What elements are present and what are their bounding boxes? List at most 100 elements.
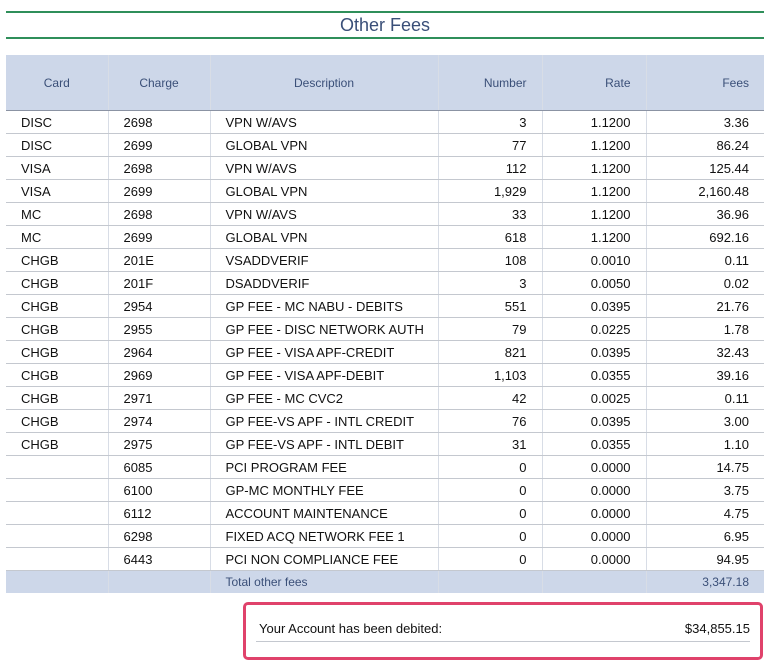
table-row: 6443 PCI NON COMPLIANCE FEE 0 0.0000 94.95 <box>6 547 764 571</box>
cell-card: CHGB <box>6 363 108 387</box>
cell-number: 0 <box>437 478 542 502</box>
cell-number: 1,103 <box>437 363 542 387</box>
cell-rate: 1.1200 <box>541 133 646 157</box>
cell-description: GP FEE - MC NABU - DEBITS <box>209 294 438 318</box>
cell-fees: 1.10 <box>645 432 764 456</box>
total-label: Total other fees <box>209 570 438 593</box>
cell-charge: 2954 <box>107 294 210 318</box>
cell-charge: 2975 <box>107 432 210 456</box>
cell-fees: 1.78 <box>645 317 764 341</box>
cell-fees: 21.76 <box>645 294 764 318</box>
cell-card: CHGB <box>6 432 108 456</box>
account-debit-callout: Your Account has been debited: $34,855.1… <box>243 602 763 660</box>
cell-card <box>6 455 108 479</box>
cell-rate: 0.0000 <box>541 501 646 525</box>
cell-number: 0 <box>437 455 542 479</box>
table-row: MC 2699 GLOBAL VPN 618 1.1200 692.16 <box>6 225 764 249</box>
cell-card: DISC <box>6 110 108 134</box>
cell-rate: 1.1200 <box>541 156 646 180</box>
table-row: CHGB 2971 GP FEE - MC CVC2 42 0.0025 0.11 <box>6 386 764 410</box>
cell-charge: 2955 <box>107 317 210 341</box>
cell-charge: 2974 <box>107 409 210 433</box>
cell-charge: 201F <box>107 271 210 295</box>
cell-number: 821 <box>437 340 542 364</box>
cell-card: CHGB <box>6 248 108 272</box>
cell-card: VISA <box>6 156 108 180</box>
cell-description: FIXED ACQ NETWORK FEE 1 <box>209 524 438 548</box>
table-row: 6298 FIXED ACQ NETWORK FEE 1 0 0.0000 6.95 <box>6 524 764 548</box>
cell-description: VPN W/AVS <box>209 110 438 134</box>
table-row: CHGB 2954 GP FEE - MC NABU - DEBITS 551 0.03… <box>6 294 764 318</box>
cell-fees: 2,160.48 <box>645 179 764 203</box>
cell-description: VPN W/AVS <box>209 156 438 180</box>
cell-charge: 2971 <box>107 386 210 410</box>
cell-number: 551 <box>437 294 542 318</box>
column-header-rate: Rate <box>541 55 646 111</box>
table-row: VISA 2698 VPN W/AVS 112 1.1200 125.44 <box>6 156 764 180</box>
cell-fees: 0.11 <box>645 386 764 410</box>
cell-rate: 0.0010 <box>541 248 646 272</box>
cell-rate: 0.0000 <box>541 455 646 479</box>
cell-fees: 86.24 <box>645 133 764 157</box>
cell-rate: 0.0355 <box>541 432 646 456</box>
cell-number: 0 <box>437 501 542 525</box>
other-fees-table: Card Charge Description Number Rate Fees… <box>6 55 764 593</box>
cell-rate: 1.1200 <box>541 179 646 203</box>
cell-rate: 1.1200 <box>541 225 646 249</box>
cell-description: GP FEE-VS APF - INTL CREDIT <box>209 409 438 433</box>
cell-charge: 201E <box>107 248 210 272</box>
cell-number: 31 <box>437 432 542 456</box>
section-title: Other Fees <box>339 15 431 35</box>
cell-fees: 4.75 <box>645 501 764 525</box>
cell-rate: 0.0225 <box>541 317 646 341</box>
table-row: CHGB 2969 GP FEE - VISA APF-DEBIT 1,103 0.03… <box>6 363 764 387</box>
cell-number: 3 <box>437 271 542 295</box>
cell-description: GP-MC MONTHLY FEE <box>209 478 438 502</box>
column-header-description: Description <box>209 55 438 111</box>
cell-fees: 3.36 <box>645 110 764 134</box>
cell-fees: 125.44 <box>645 156 764 180</box>
cell-description: PCI PROGRAM FEE <box>209 455 438 479</box>
table-row: VISA 2699 GLOBAL VPN 1,929 1.1200 2,160.48 <box>6 179 764 203</box>
cell-number: 0 <box>437 524 542 548</box>
cell-description: GP FEE - DISC NETWORK AUTH <box>209 317 438 341</box>
total-empty-cell <box>6 570 108 593</box>
column-header-card: Card <box>6 55 108 111</box>
cell-number: 112 <box>437 156 542 180</box>
table-row: CHGB 2974 GP FEE-VS APF - INTL CREDIT 76 0.0… <box>6 409 764 433</box>
total-row: Total other fees 3,347.18 <box>6 570 764 593</box>
cell-number: 618 <box>437 225 542 249</box>
table-row: DISC 2698 VPN W/AVS 3 1.1200 3.36 <box>6 110 764 134</box>
cell-card: MC <box>6 225 108 249</box>
cell-fees: 36.96 <box>645 202 764 226</box>
cell-number: 77 <box>437 133 542 157</box>
cell-card: CHGB <box>6 294 108 318</box>
cell-fees: 0.02 <box>645 271 764 295</box>
cell-card <box>6 501 108 525</box>
fee-rows: DISC 2698 VPN W/AVS 3 1.1200 3.36 DISC 2699 GLOB… <box>6 110 764 571</box>
table-row: CHGB 2975 GP FEE-VS APF - INTL DEBIT 31 0.03… <box>6 432 764 456</box>
cell-charge: 2699 <box>107 225 210 249</box>
account-debit-label: Your Account has been debited: <box>259 621 443 636</box>
cell-number: 42 <box>437 386 542 410</box>
cell-fees: 3.75 <box>645 478 764 502</box>
table-row: 6085 PCI PROGRAM FEE 0 0.0000 14.75 <box>6 455 764 479</box>
cell-rate: 0.0050 <box>541 271 646 295</box>
cell-rate: 0.0000 <box>541 478 646 502</box>
column-header-number: Number <box>437 55 542 111</box>
cell-charge: 2698 <box>107 110 210 134</box>
cell-card: CHGB <box>6 271 108 295</box>
cell-number: 3 <box>437 110 542 134</box>
table-row: DISC 2699 GLOBAL VPN 77 1.1200 86.24 <box>6 133 764 157</box>
title-top-rule <box>6 11 764 13</box>
cell-charge: 2969 <box>107 363 210 387</box>
cell-number: 1,929 <box>437 179 542 203</box>
cell-card: CHGB <box>6 386 108 410</box>
cell-number: 108 <box>437 248 542 272</box>
cell-rate: 1.1200 <box>541 202 646 226</box>
cell-card: VISA <box>6 179 108 203</box>
cell-rate: 0.0395 <box>541 340 646 364</box>
total-empty-cell <box>107 570 210 593</box>
cell-description: VSADDVERIF <box>209 248 438 272</box>
account-debit-amount: $34,855.15 <box>684 621 750 636</box>
